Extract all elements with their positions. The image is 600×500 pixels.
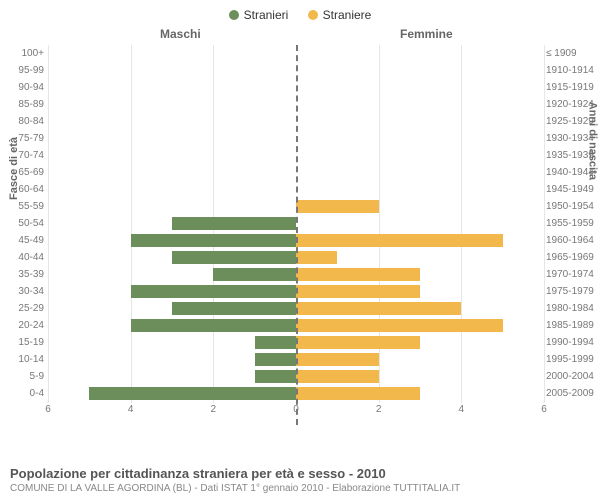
bar-male	[255, 353, 296, 366]
bar-female	[296, 234, 503, 247]
x-tick: 6	[45, 404, 51, 415]
age-label: 70-74	[2, 150, 44, 161]
legend-label-male: Stranieri	[244, 8, 289, 22]
bar-female	[296, 319, 503, 332]
legend-label-female: Straniere	[323, 8, 372, 22]
year-label: 1925-1929	[546, 116, 600, 127]
circle-icon	[308, 10, 318, 20]
grid-line	[544, 45, 545, 403]
chart-subtitle: COMUNE DI LA VALLE AGORDINA (BL) - Dati …	[10, 483, 590, 494]
year-label: 2005-2009	[546, 388, 600, 399]
age-label: 80-84	[2, 116, 44, 127]
age-label: 100+	[2, 48, 44, 59]
x-tick: 4	[459, 404, 465, 415]
year-label: 1915-1919	[546, 82, 600, 93]
bar-female	[296, 370, 379, 383]
year-label: 1995-1999	[546, 354, 600, 365]
bar-male	[89, 387, 296, 400]
year-label: 1950-1954	[546, 201, 600, 212]
column-headers: Maschi Femmine	[0, 27, 600, 45]
bar-female	[296, 251, 337, 264]
age-label: 0-4	[2, 388, 44, 399]
chart-title: Popolazione per cittadinanza straniera p…	[10, 466, 590, 481]
age-label: 15-19	[2, 337, 44, 348]
bar-female	[296, 336, 420, 349]
year-label: ≤ 1909	[546, 48, 600, 59]
bar-female	[296, 387, 420, 400]
legend-item-female: Straniere	[308, 8, 372, 22]
footer: Popolazione per cittadinanza straniera p…	[10, 466, 590, 494]
bar-male	[172, 251, 296, 264]
bar-female	[296, 353, 379, 366]
age-label: 30-34	[2, 286, 44, 297]
year-label: 1920-1924	[546, 99, 600, 110]
year-label: 1940-1944	[546, 167, 600, 178]
chart-area: 100+≤ 190995-991910-191490-941915-191985…	[48, 45, 544, 425]
x-tick: 4	[128, 404, 134, 415]
center-divider	[296, 45, 298, 425]
age-label: 50-54	[2, 218, 44, 229]
circle-icon	[229, 10, 239, 20]
year-label: 1935-1939	[546, 150, 600, 161]
bar-male	[213, 268, 296, 281]
age-label: 45-49	[2, 235, 44, 246]
x-tick: 6	[541, 404, 547, 415]
age-label: 10-14	[2, 354, 44, 365]
age-label: 25-29	[2, 303, 44, 314]
bar-male	[131, 319, 296, 332]
legend-item-male: Stranieri	[229, 8, 289, 22]
age-label: 90-94	[2, 82, 44, 93]
year-label: 1970-1974	[546, 269, 600, 280]
bar-female	[296, 302, 461, 315]
age-label: 35-39	[2, 269, 44, 280]
bar-female	[296, 200, 379, 213]
year-label: 1945-1949	[546, 184, 600, 195]
age-label: 20-24	[2, 320, 44, 331]
bar-male	[172, 302, 296, 315]
age-label: 85-89	[2, 99, 44, 110]
age-label: 5-9	[2, 371, 44, 382]
year-label: 1975-1979	[546, 286, 600, 297]
year-label: 2000-2004	[546, 371, 600, 382]
age-label: 95-99	[2, 65, 44, 76]
year-label: 1910-1914	[546, 65, 600, 76]
age-label: 40-44	[2, 252, 44, 263]
age-label: 55-59	[2, 201, 44, 212]
age-label: 75-79	[2, 133, 44, 144]
x-tick: 2	[211, 404, 217, 415]
bar-male	[172, 217, 296, 230]
year-label: 1965-1969	[546, 252, 600, 263]
year-label: 1985-1989	[546, 320, 600, 331]
bar-male	[131, 285, 296, 298]
age-label: 65-69	[2, 167, 44, 178]
bar-male	[131, 234, 296, 247]
bar-male	[255, 336, 296, 349]
age-label: 60-64	[2, 184, 44, 195]
header-male: Maschi	[160, 27, 201, 41]
year-label: 1955-1959	[546, 218, 600, 229]
year-label: 1980-1984	[546, 303, 600, 314]
bar-male	[255, 370, 296, 383]
legend: Stranieri Straniere	[0, 0, 600, 27]
x-tick: 2	[376, 404, 382, 415]
year-label: 1960-1964	[546, 235, 600, 246]
year-label: 1990-1994	[546, 337, 600, 348]
header-female: Femmine	[400, 27, 453, 41]
bar-female	[296, 285, 420, 298]
bar-female	[296, 268, 420, 281]
year-label: 1930-1934	[546, 133, 600, 144]
